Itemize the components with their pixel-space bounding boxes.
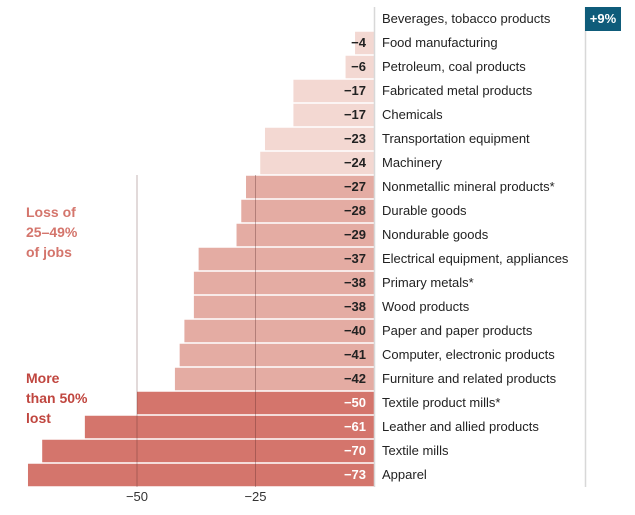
- bar: [246, 175, 374, 199]
- annotation-line: 25–49%: [26, 224, 78, 240]
- category-label: Durable goods: [382, 203, 467, 218]
- x-tick-label: −25: [244, 489, 267, 504]
- value-label: −23: [343, 131, 366, 146]
- value-label: −38: [343, 275, 366, 290]
- bar: [193, 271, 374, 295]
- positive-value-bar: +9%: [585, 7, 621, 31]
- bar: [137, 391, 374, 415]
- category-label: Chemicals: [382, 107, 443, 122]
- bar: [184, 319, 374, 343]
- annotation-line: of jobs: [26, 244, 72, 260]
- category-label: Computer, electronic products: [382, 347, 555, 362]
- bar: [241, 199, 374, 223]
- bar: [236, 223, 374, 247]
- annotation-line: More: [26, 370, 60, 386]
- category-label: Textile mills: [382, 443, 449, 458]
- category-label: Nondurable goods: [382, 227, 489, 242]
- annotation-more-than-50: More than 50% lost: [26, 368, 87, 428]
- value-label: −40: [343, 323, 366, 338]
- category-label: Food manufacturing: [382, 35, 498, 50]
- bar: [264, 127, 374, 151]
- annotation-line: Loss of: [26, 204, 76, 220]
- category-label: Leather and allied products: [382, 419, 539, 434]
- category-label: Transportation equipment: [382, 131, 530, 146]
- category-label: Furniture and related products: [382, 371, 557, 386]
- category-label: Beverages, tobacco products: [382, 11, 551, 26]
- value-label: −17: [343, 107, 366, 122]
- bar: [293, 103, 374, 127]
- value-label: −50: [343, 395, 366, 410]
- category-label: Petroleum, coal products: [382, 59, 526, 74]
- bar: [293, 79, 374, 103]
- value-label: −29: [343, 227, 366, 242]
- bar: [84, 415, 375, 439]
- bars-layer: [27, 31, 375, 487]
- value-label: −4: [351, 35, 366, 50]
- category-label: Textile product mills*: [382, 395, 501, 410]
- bar: [42, 439, 374, 463]
- bar: [198, 247, 374, 271]
- category-label: Fabricated metal products: [382, 83, 533, 98]
- category-label: Primary metals*: [382, 275, 474, 290]
- value-label: −73: [343, 467, 366, 482]
- x-tick-label: −50: [125, 489, 149, 504]
- bar: [179, 343, 374, 367]
- bar: [355, 31, 374, 55]
- value-label: −6: [351, 59, 366, 74]
- value-label: −42: [343, 371, 366, 386]
- category-label: Apparel: [382, 467, 427, 482]
- value-label: −41: [343, 347, 366, 362]
- axes-layer: [373, 7, 587, 487]
- annotation-line: lost: [26, 410, 51, 426]
- value-label: −28: [343, 203, 366, 218]
- value-label: −38: [343, 299, 366, 314]
- bar: [193, 295, 374, 319]
- bar: [345, 55, 374, 79]
- value-label: −24: [343, 155, 366, 170]
- value-label: −37: [343, 251, 366, 266]
- category-label: Electrical equipment, appliances: [382, 251, 569, 266]
- category-label: Paper and paper products: [382, 323, 533, 338]
- grid-layer: [136, 175, 256, 487]
- value-label: −27: [343, 179, 366, 194]
- value-label: −17: [343, 83, 366, 98]
- value-label: −70: [343, 443, 366, 458]
- category-label: Machinery: [382, 155, 442, 170]
- bar: [174, 367, 374, 391]
- annotation-loss-25-49: Loss of 25–49% of jobs: [26, 202, 77, 262]
- value-label: −61: [343, 419, 366, 434]
- category-label: Nonmetallic mineral products*: [382, 179, 555, 194]
- annotation-line: than 50%: [26, 390, 88, 406]
- bar: [27, 463, 374, 487]
- bar: [260, 151, 374, 175]
- category-label: Wood products: [382, 299, 470, 314]
